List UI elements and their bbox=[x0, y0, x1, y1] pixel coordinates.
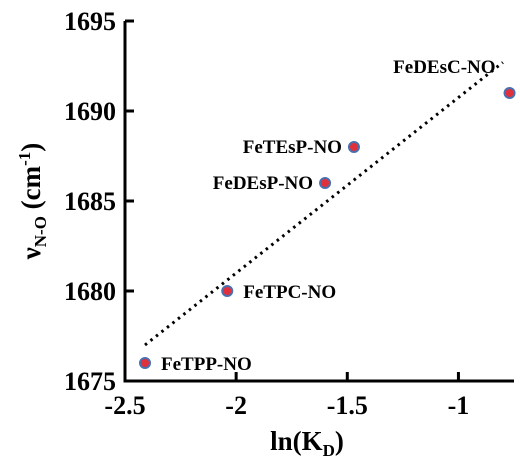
x-tick-label: -1.5 bbox=[327, 391, 368, 420]
y-tick-label: 1690 bbox=[64, 97, 116, 126]
point-label: FeTEsP-NO bbox=[243, 137, 342, 158]
y-axis-title-sub: N-O bbox=[31, 216, 50, 247]
x-axis-title-end: ) bbox=[335, 426, 344, 456]
y-tick-label: 1695 bbox=[64, 7, 116, 36]
trendline bbox=[144, 61, 504, 347]
point-label: FeDEsP-NO bbox=[213, 173, 313, 194]
y-tick-label: 1680 bbox=[64, 277, 116, 306]
x-axis-title: ln(KD) bbox=[270, 426, 344, 460]
y-axis-title-sup: -1 bbox=[15, 152, 34, 166]
point-labels: FeTPP-NO FeTPC-NO FeDEsP-NO FeTEsP-NO FeDEsC… bbox=[161, 57, 496, 375]
y-axis-title-main: ν bbox=[16, 247, 46, 260]
y-axis-title: νN-O (cm-1) bbox=[15, 143, 50, 261]
x-tick-label: -2.5 bbox=[104, 391, 145, 420]
y-tick-label: 1675 bbox=[64, 367, 116, 396]
data-point bbox=[319, 177, 332, 189]
data-point bbox=[221, 285, 234, 297]
x-axis-title-main: ln(K bbox=[270, 426, 323, 456]
point-label: FeTPC-NO bbox=[243, 282, 336, 303]
data-points bbox=[139, 87, 516, 369]
y-axis-title-end: ) bbox=[16, 143, 46, 152]
point-label: FeDEsC-NO bbox=[393, 57, 495, 78]
data-point bbox=[139, 357, 152, 369]
x-tick-label: -2 bbox=[225, 391, 247, 420]
tick-labels: 1675 1680 1685 1690 1695 -2.5 -2 -1.5 -1 bbox=[64, 7, 469, 420]
data-point bbox=[347, 141, 360, 153]
data-point bbox=[503, 87, 516, 99]
x-tick-label: -1 bbox=[448, 391, 470, 420]
y-tick-label: 1685 bbox=[64, 187, 116, 216]
x-axis-title-sub: D bbox=[323, 441, 335, 460]
y-axis-title-mid: (cm bbox=[16, 165, 46, 216]
point-label: FeTPP-NO bbox=[161, 354, 252, 375]
ticks bbox=[123, 19, 460, 383]
